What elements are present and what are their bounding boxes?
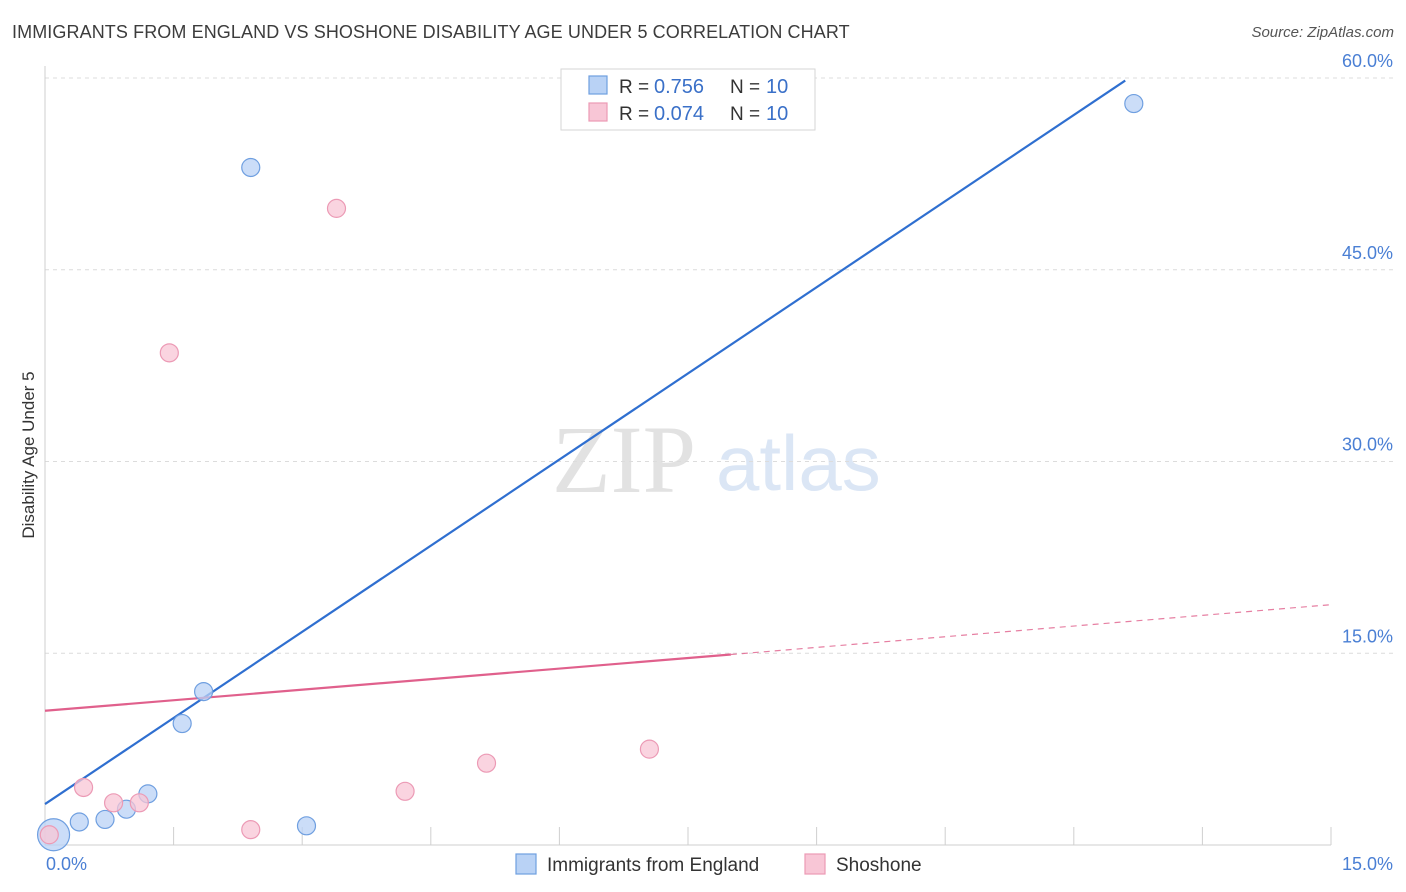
y-axis-title: Disability Age Under 5 [19, 371, 38, 538]
x-tick-label-1: 15.0% [1342, 854, 1393, 874]
point-shoshone-4 [159, 343, 179, 363]
legend-r-value-england: 0.756 [654, 76, 704, 98]
legend-r-label-england: R = [619, 77, 649, 98]
bottom-legend-swatch-shoshone [804, 853, 826, 875]
legend-r-label-shoshone: R = [619, 104, 649, 125]
legend-swatch-england [588, 75, 608, 95]
legend-n-value-shoshone: 10 [766, 103, 788, 125]
point-england-7 [241, 157, 261, 178]
data-points [36, 93, 1144, 852]
point-shoshone-3 [129, 793, 149, 813]
legend-r-value-shoshone: 0.074 [654, 103, 704, 125]
watermark-atlas: atlas [716, 419, 881, 507]
trend-line-dashed-1 [730, 604, 1332, 656]
trend-line-1 [44, 653, 731, 712]
x-tick-label-0: 0.0% [46, 854, 87, 874]
point-england-9 [1124, 93, 1144, 114]
point-shoshone-2 [103, 793, 124, 813]
legend-swatch-shoshone [588, 102, 608, 122]
point-england-6 [194, 681, 214, 702]
watermark-zip: ZIP [552, 406, 696, 513]
point-shoshone-0 [39, 825, 59, 845]
y-tick-label-2: 45.0% [1342, 243, 1393, 263]
bottom-legend: Immigrants from England Shoshone [515, 853, 922, 876]
point-shoshone-6 [326, 198, 347, 218]
chart-title: IMMIGRANTS FROM ENGLAND VS SHOSHONE DISA… [12, 22, 850, 42]
trend-lines [44, 79, 1332, 806]
point-england-1 [69, 812, 89, 832]
legend-n-value-england: 10 [766, 76, 788, 98]
bottom-legend-swatch-england [515, 853, 537, 875]
bottom-legend-label-shoshone: Shoshone [836, 855, 922, 876]
trend-line-0 [44, 79, 1126, 806]
point-shoshone-1 [73, 777, 94, 798]
y-tick-label-1: 30.0% [1342, 435, 1393, 455]
top-legend: R = 0.756 N = 10 R = 0.074 N = 10 [560, 68, 816, 131]
legend-n-label-england: N = [730, 77, 760, 98]
point-shoshone-7 [395, 781, 415, 801]
y-tick-label-0: 15.0% [1342, 626, 1393, 646]
legend-n-label-shoshone: N = [730, 104, 760, 125]
tick-labels: 15.0% 30.0% 45.0% 60.0% 0.0% 15.0% [46, 51, 1393, 874]
point-shoshone-5 [241, 820, 261, 840]
point-shoshone-9 [639, 739, 660, 759]
point-england-2 [95, 809, 115, 830]
point-england-8 [296, 816, 317, 836]
point-shoshone-8 [476, 753, 497, 773]
y-tick-label-3: 60.0% [1342, 51, 1393, 71]
point-england-5 [172, 713, 192, 734]
bottom-legend-label-england: Immigrants from England [547, 855, 759, 876]
source-label: Source: ZipAtlas.com [1251, 24, 1394, 41]
axes [44, 66, 1332, 846]
